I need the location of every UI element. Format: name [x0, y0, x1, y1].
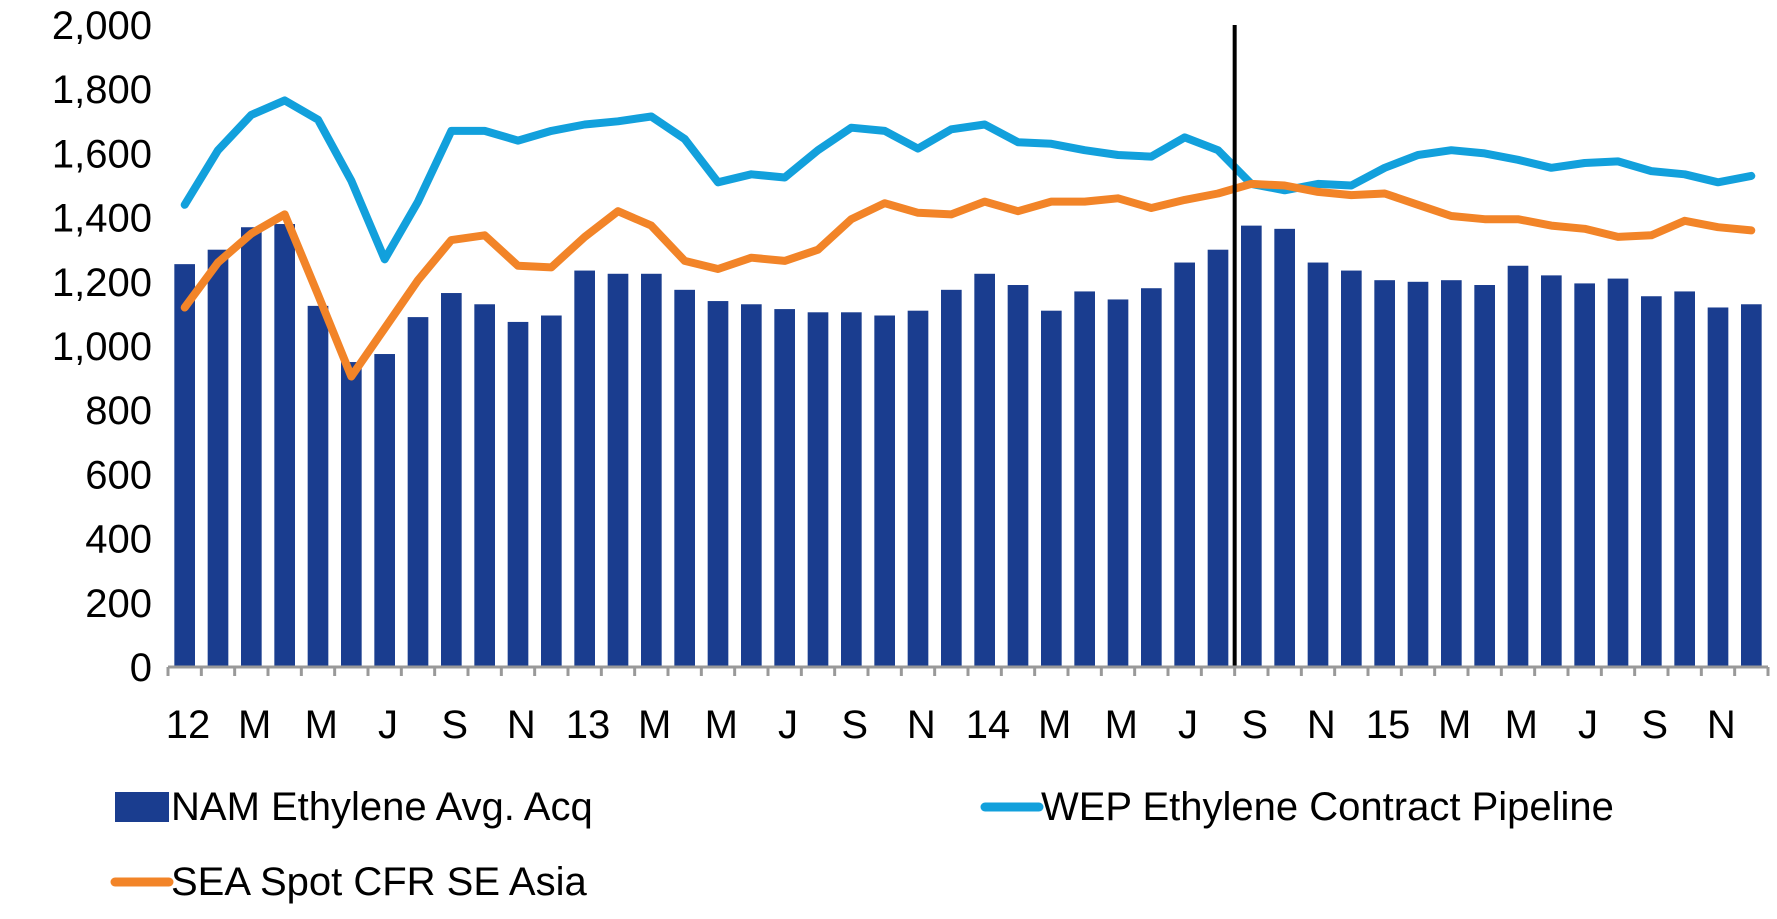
bar	[1474, 285, 1495, 667]
bar	[207, 249, 229, 667]
x-tick-label: J	[778, 703, 798, 747]
bar	[374, 354, 395, 667]
x-axis-tick-marks	[166, 667, 1770, 676]
x-tick-label: J	[1578, 703, 1598, 747]
bar	[507, 321, 529, 667]
y-tick-label: 400	[85, 518, 152, 562]
bar	[474, 304, 495, 667]
bar	[1041, 310, 1062, 667]
bar	[741, 304, 762, 667]
bar	[574, 270, 595, 667]
x-tick-label: N	[907, 703, 936, 747]
bar	[607, 273, 629, 667]
bar	[907, 310, 929, 667]
bar	[1741, 304, 1762, 667]
bar	[707, 301, 729, 667]
y-tick-label: 1,400	[52, 197, 152, 241]
legend: NAM Ethylene Avg. Acq WEP Ethylene Contra…	[110, 785, 1614, 904]
y-tick-label: 600	[85, 453, 152, 497]
bar	[1107, 299, 1129, 667]
legend-item: SEA Spot CFR SE Asia	[110, 860, 587, 904]
x-tick-label: M	[238, 703, 271, 747]
x-tick-label: 14	[966, 703, 1011, 747]
bar	[1374, 280, 1395, 667]
bar	[1307, 262, 1329, 667]
x-tick-label: M	[1105, 703, 1138, 747]
bar	[974, 273, 995, 667]
bar	[1641, 296, 1662, 667]
bar	[241, 227, 262, 668]
bar	[1074, 291, 1095, 667]
x-tick-label: J	[1178, 703, 1198, 747]
x-tick-label: N	[507, 703, 536, 747]
line-series-group	[180, 96, 1756, 381]
x-tick-label: 15	[1366, 703, 1411, 747]
bar	[1241, 225, 1262, 667]
bar	[1507, 265, 1529, 667]
x-tick-label: S	[441, 703, 468, 747]
y-tick-label: 0	[130, 646, 152, 690]
legend-label: WEP Ethylene Contract Pipeline	[1041, 785, 1614, 829]
x-tick-label: 13	[566, 703, 611, 747]
y-tick-label: 1,800	[52, 68, 152, 112]
bar	[1407, 281, 1429, 667]
x-tick-label: M	[1505, 703, 1538, 747]
bar	[174, 264, 195, 667]
x-tick-label: S	[841, 703, 868, 747]
x-tick-label: N	[1707, 703, 1736, 747]
legend-label: SEA Spot CFR SE Asia	[171, 860, 587, 904]
bar	[1174, 262, 1195, 667]
bar	[1141, 288, 1162, 667]
bar	[341, 362, 362, 667]
legend-item: NAM Ethylene Avg. Acq	[115, 785, 593, 829]
bar	[1707, 307, 1729, 667]
bar-series-nam-ethylene	[174, 224, 1762, 668]
bar	[841, 312, 862, 667]
bar	[1607, 278, 1629, 667]
x-tick-label: M	[305, 703, 338, 747]
bar	[941, 289, 962, 667]
x-tick-label: M	[638, 703, 671, 747]
x-tick-label: N	[1307, 703, 1336, 747]
y-axis-tick-labels: 0 200 400 600 800 1,000 1,200 1,400 1,600 1,800 2,…	[52, 4, 152, 690]
x-tick-label: S	[1241, 703, 1268, 747]
bar	[1007, 285, 1029, 667]
y-tick-label: 1,000	[52, 325, 152, 369]
y-tick-label: 2,000	[52, 4, 152, 48]
bar	[774, 309, 795, 667]
x-axis-tick-labels: 12 M M J S N 13 M M J S N 14 M M J S N 15 M M J S N	[166, 703, 1736, 747]
legend-label: NAM Ethylene Avg. Acq	[171, 785, 593, 829]
bar	[407, 317, 429, 667]
x-tick-label: S	[1641, 703, 1668, 747]
bar	[1541, 275, 1562, 667]
bar	[307, 305, 329, 667]
legend-swatch-bar	[115, 792, 169, 822]
x-tick-label: M	[1438, 703, 1471, 747]
series-line	[180, 179, 1756, 381]
x-tick-label: 12	[166, 703, 211, 747]
bar	[1207, 249, 1229, 667]
y-tick-label: 1,600	[52, 132, 152, 176]
bar	[674, 289, 695, 667]
bar	[441, 293, 462, 667]
x-tick-label: M	[1038, 703, 1071, 747]
x-tick-label: M	[705, 703, 738, 747]
y-tick-label: 200	[85, 582, 152, 626]
bar	[1674, 291, 1695, 667]
bar	[541, 315, 562, 667]
y-tick-label: 1,200	[52, 261, 152, 305]
bar	[641, 273, 662, 667]
legend-item: WEP Ethylene Contract Pipeline	[980, 785, 1614, 829]
bar	[1574, 283, 1595, 667]
bar	[1441, 280, 1462, 667]
x-tick-label: J	[378, 703, 398, 747]
bar	[807, 312, 829, 667]
y-tick-label: 800	[85, 389, 152, 433]
series-line	[180, 96, 1756, 264]
bar	[1274, 228, 1295, 667]
bar	[1341, 270, 1362, 667]
bar	[874, 315, 895, 667]
bar	[274, 224, 295, 667]
